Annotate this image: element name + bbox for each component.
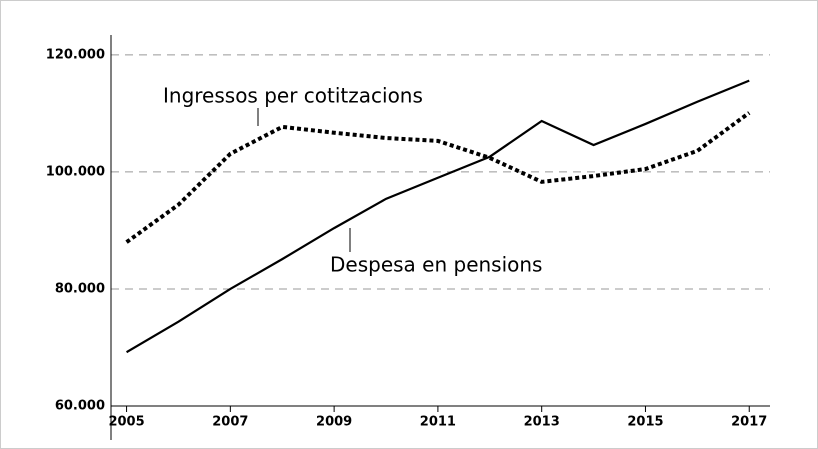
y-tick-label: 80.000: [55, 281, 105, 296]
x-tick-label: 2007: [212, 415, 248, 430]
series-line: [126, 79, 750, 354]
series-label: Ingressos per cotitzacions: [163, 84, 423, 108]
x-tick-label: 2017: [731, 415, 767, 430]
x-tick-label: 2005: [108, 415, 144, 430]
y-tick-label: 100.000: [46, 164, 105, 179]
x-tick-label: 2015: [627, 415, 663, 430]
x-tick-label: 2013: [524, 415, 560, 430]
y-tick-label: 120.000: [46, 47, 105, 62]
series-line: [125, 111, 751, 244]
x-tick-label: 2011: [420, 415, 456, 430]
series-label: Despesa en pensions: [330, 253, 542, 277]
y-tick-label: 60.000: [55, 399, 105, 414]
x-tick-label: 2009: [316, 415, 352, 430]
